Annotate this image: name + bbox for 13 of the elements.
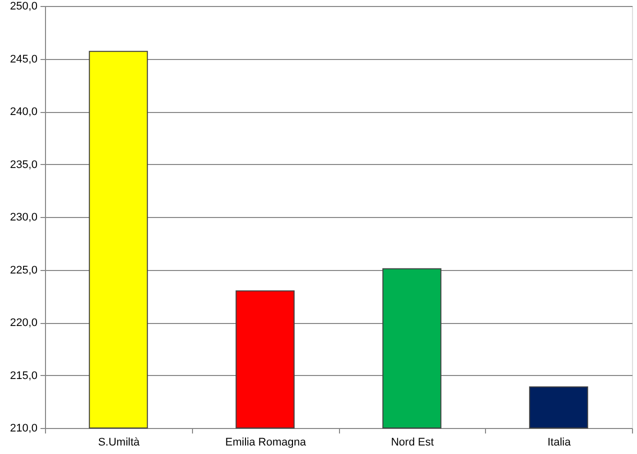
x-tick-label: Emilia Romagna: [225, 436, 307, 448]
y-tick-label: 235,0: [10, 158, 38, 171]
y-tick-label: 250,0: [10, 0, 38, 12]
y-tick-label: 240,0: [10, 106, 38, 118]
y-tick-label: 230,0: [10, 212, 38, 224]
y-tick-label: 210,0: [10, 422, 38, 434]
y-tick-label: 245,0: [10, 53, 38, 66]
y-tick-label: 215,0: [10, 370, 38, 382]
x-tick-label: Italia: [548, 436, 572, 448]
y-tick-label: 220,0: [10, 317, 38, 329]
x-tick-label: S.Umiltà: [98, 436, 141, 448]
x-tick-label: Nord Est: [390, 436, 434, 448]
y-tick-label: 225,0: [10, 264, 38, 276]
